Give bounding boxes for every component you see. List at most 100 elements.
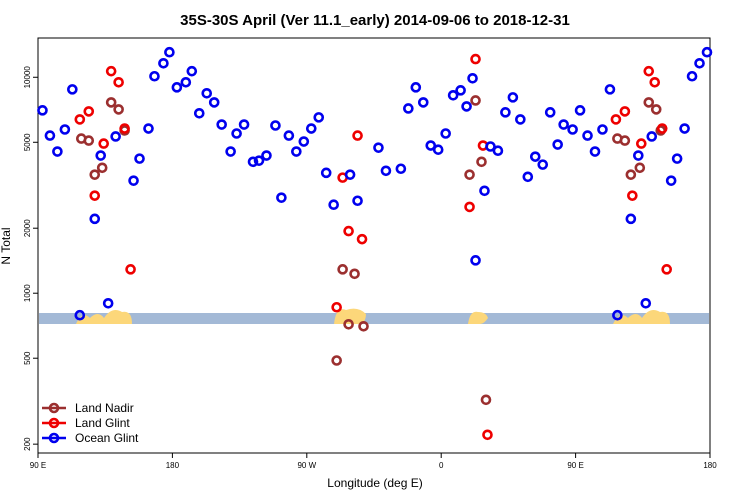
y-tick-label: 10000	[23, 66, 32, 89]
legend-label: Ocean Glint	[75, 431, 139, 445]
point	[331, 301, 342, 313]
point	[646, 131, 658, 142]
point	[253, 155, 265, 166]
point	[625, 213, 637, 225]
point	[298, 136, 310, 147]
point	[650, 104, 662, 115]
point	[125, 264, 136, 275]
y-tick-label: 1000	[23, 284, 32, 302]
point	[665, 175, 677, 186]
point	[604, 84, 616, 95]
y-tick-label: 2000	[23, 219, 32, 237]
point	[625, 169, 637, 180]
point	[470, 255, 481, 266]
x-tick-label: 180	[703, 461, 717, 470]
point	[470, 95, 481, 106]
point	[380, 165, 392, 177]
point	[225, 146, 236, 157]
point	[686, 70, 698, 82]
point	[158, 57, 169, 69]
point	[134, 153, 145, 164]
point	[610, 114, 622, 125]
point	[102, 298, 114, 309]
point	[83, 135, 95, 146]
land-blob	[334, 308, 366, 324]
point	[529, 151, 541, 162]
point	[589, 146, 601, 157]
point	[515, 114, 526, 125]
point	[208, 97, 220, 108]
point	[67, 84, 78, 95]
y-tick-label: 200	[23, 437, 32, 451]
x-tick-label: 180	[166, 461, 180, 470]
point	[238, 119, 250, 130]
point	[276, 192, 287, 203]
point	[643, 65, 655, 77]
point	[320, 167, 332, 179]
point	[636, 138, 647, 149]
point	[464, 169, 475, 180]
point	[671, 153, 683, 164]
y-axis-label: N Total	[0, 227, 13, 264]
point	[83, 106, 95, 117]
legend-marker	[48, 432, 60, 444]
point	[410, 82, 422, 93]
point	[358, 320, 369, 332]
point	[201, 87, 213, 99]
point	[216, 119, 227, 130]
point	[89, 169, 101, 180]
y-tick-label: 500	[23, 351, 32, 365]
point	[500, 107, 511, 118]
point	[52, 146, 63, 157]
point	[337, 264, 348, 275]
point	[349, 268, 360, 280]
land-blob	[76, 310, 132, 324]
point	[643, 97, 655, 108]
point	[701, 46, 713, 58]
land-blob	[468, 311, 488, 324]
point	[417, 97, 429, 108]
point	[467, 73, 478, 84]
point	[619, 135, 631, 146]
point	[612, 309, 623, 321]
point	[679, 123, 690, 134]
point	[627, 190, 638, 201]
land-blob	[613, 310, 670, 324]
point	[395, 163, 407, 175]
point	[640, 298, 652, 309]
point	[464, 201, 475, 213]
point	[261, 150, 272, 161]
point	[344, 169, 356, 180]
point	[479, 185, 490, 197]
point	[193, 107, 205, 119]
series	[37, 46, 713, 321]
point	[619, 106, 631, 117]
x-tick-label: 90 W	[297, 461, 316, 470]
legend-marker	[48, 402, 60, 414]
point	[461, 101, 472, 112]
point	[96, 162, 108, 174]
point	[356, 233, 368, 245]
point	[95, 150, 107, 161]
map-strip	[39, 308, 709, 324]
point	[143, 123, 154, 134]
point	[231, 128, 242, 139]
point	[582, 130, 593, 141]
point	[352, 195, 363, 207]
point	[305, 123, 317, 134]
point	[352, 130, 363, 141]
point	[558, 119, 569, 130]
point	[37, 105, 48, 116]
point	[470, 53, 481, 65]
point	[649, 76, 661, 88]
point	[567, 124, 578, 135]
point	[507, 92, 519, 103]
plot-frame	[37, 37, 711, 454]
point	[171, 82, 183, 93]
point	[283, 130, 295, 141]
point	[447, 90, 459, 101]
series	[74, 53, 672, 441]
point	[180, 76, 192, 88]
